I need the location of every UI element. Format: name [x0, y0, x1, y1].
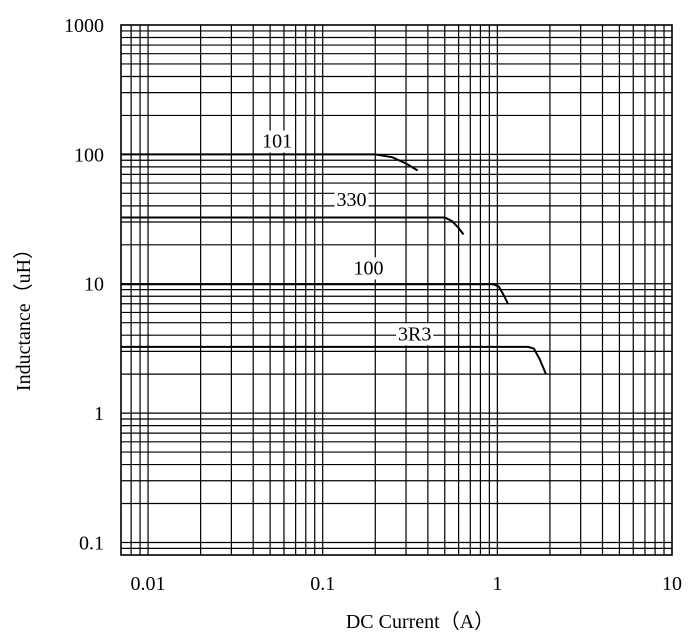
y-tick-label: 1 — [94, 403, 104, 425]
plot-frame — [120, 24, 673, 556]
series-label-100: 100 — [353, 257, 383, 279]
x-tick-label: 0.01 — [131, 573, 166, 595]
series-label-background — [396, 323, 434, 346]
y-tick-label: 100 — [74, 144, 104, 166]
y-tick-labels: 0.1 1 10 100 1000 — [64, 15, 104, 554]
x-tick-label: 0.1 — [310, 573, 335, 595]
series-label-background — [334, 188, 369, 211]
y-tick-label: 1000 — [64, 15, 104, 37]
series-line-330 — [121, 216, 465, 236]
series-label-101: 101 — [262, 130, 292, 152]
y-tick-label: 10 — [84, 274, 104, 296]
series-label-330: 330 — [337, 189, 367, 211]
x-tick-label: 10 — [662, 573, 682, 595]
series-label-background — [351, 257, 386, 280]
x-tick-labels: 0.01 0.1 1 10 — [131, 573, 682, 595]
grid — [121, 25, 672, 555]
series-layer: 101 330 100 3R3 — [121, 130, 547, 375]
series-label-background — [260, 130, 295, 153]
x-axis-label: DC Current（A） — [346, 610, 494, 633]
series-label-3R3: 3R3 — [398, 323, 431, 345]
series-line-3R3 — [121, 345, 547, 375]
series-line-101 — [121, 153, 419, 172]
series-line-100 — [121, 283, 509, 305]
x-tick-label: 1 — [492, 573, 502, 595]
y-tick-label: 0.1 — [79, 532, 104, 554]
y-axis-label: Inductance（uH） — [12, 239, 35, 391]
